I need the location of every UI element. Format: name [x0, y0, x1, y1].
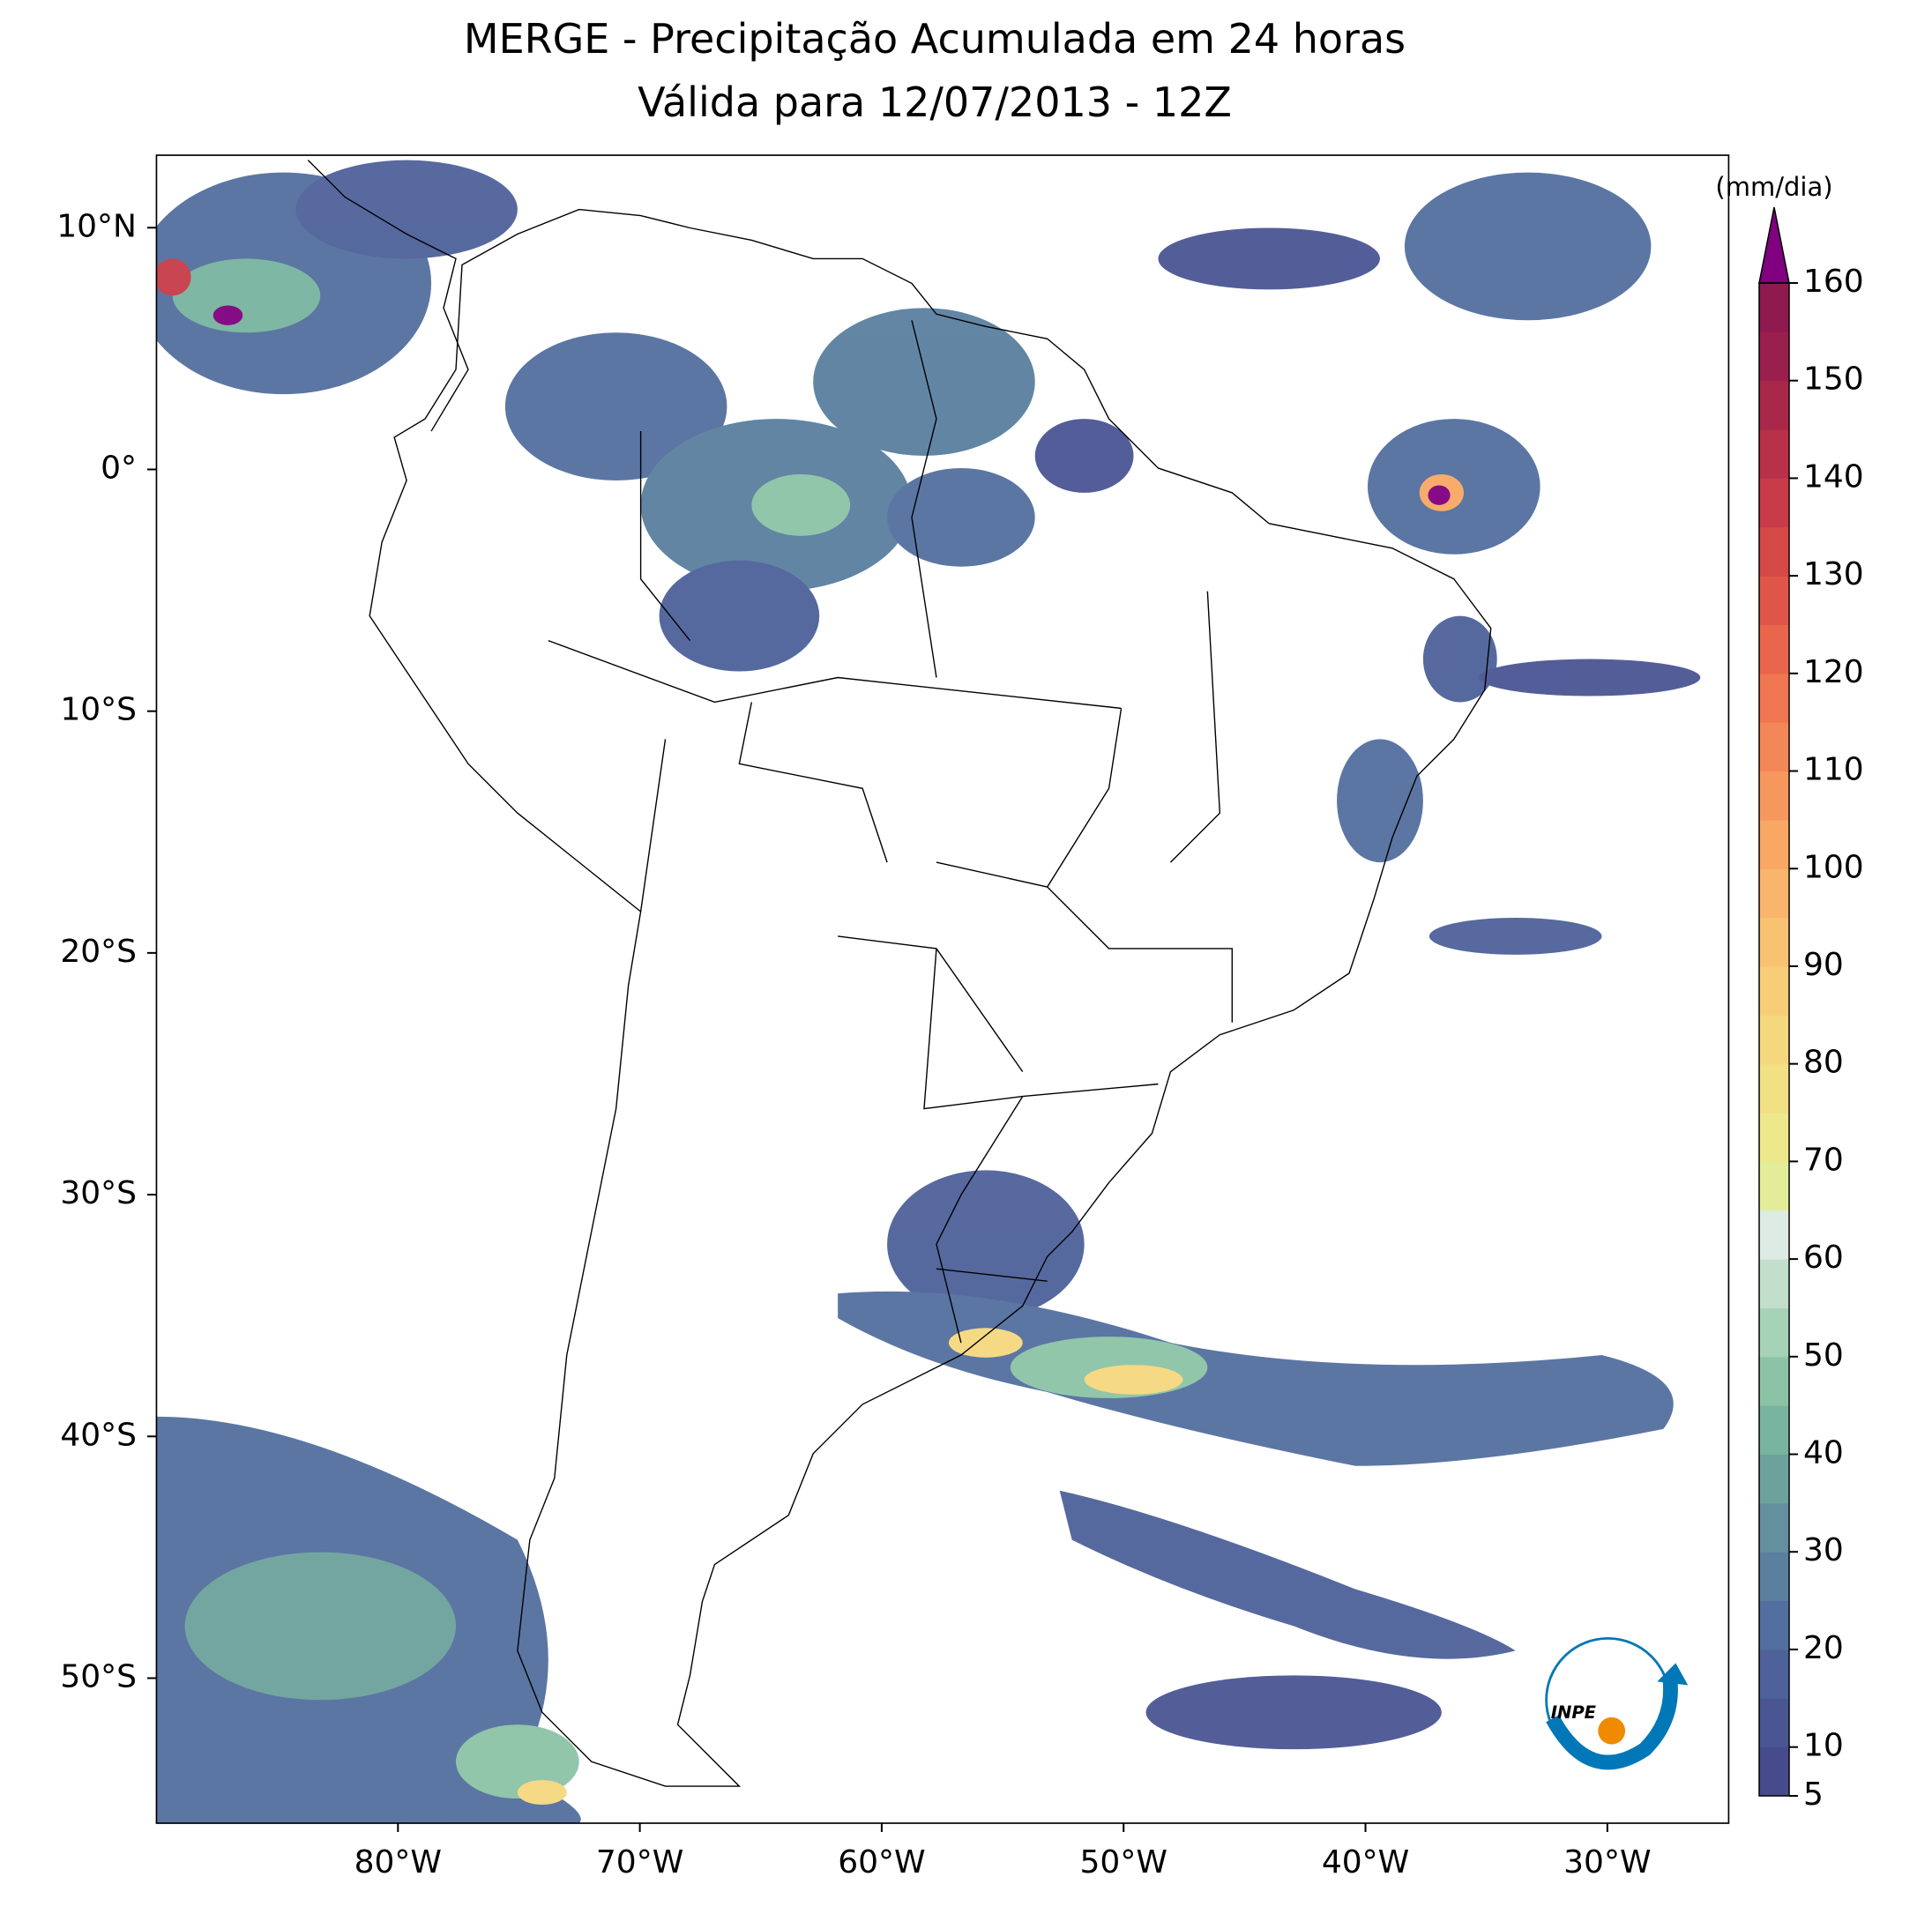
colorbar-tick-label: 100 [1803, 849, 1864, 885]
colorbar-tick-label: 70 [1803, 1142, 1844, 1178]
colorbar-band [1759, 1405, 1789, 1456]
colorbar-tick-label: 50 [1803, 1337, 1844, 1374]
y-tick-label: 10°N [56, 208, 137, 244]
x-tick-label: 80°W [354, 1844, 442, 1880]
colorbar-band [1759, 1746, 1789, 1797]
colorbar-band [1759, 1600, 1789, 1650]
colorbar-band [1759, 1649, 1789, 1699]
x-tick-label: 30°W [1563, 1844, 1651, 1880]
colorbar-tick-label: 30 [1803, 1532, 1844, 1568]
colorbar-tick-label: 140 [1803, 458, 1864, 495]
colorbar-tick-label: 130 [1803, 556, 1864, 592]
y-tick-label: 0° [101, 450, 137, 486]
x-tick-label: 60°W [838, 1844, 925, 1880]
x-tick-label: 50°W [1080, 1844, 1167, 1880]
colorbar-band [1759, 576, 1789, 625]
colorbar-tick-label: 120 [1803, 654, 1864, 690]
map: INPE [155, 154, 1730, 1824]
colorbar-tick-label: 150 [1803, 361, 1864, 398]
colorbar-band [1759, 673, 1789, 723]
colorbar-tick-label: 80 [1803, 1045, 1844, 1081]
colorbar-tick-label: 90 [1803, 947, 1844, 983]
colorbar-band [1759, 478, 1789, 528]
x-tick-label: 70°W [596, 1844, 683, 1880]
map-layers [156, 160, 1701, 1824]
colorbar-band [1759, 917, 1789, 967]
colorbar-extend [1758, 206, 1790, 284]
colorbar-band [1759, 1356, 1789, 1406]
colorbar-band [1759, 1307, 1789, 1358]
colorbar-band [1759, 1502, 1789, 1553]
colorbar-tick-label: 160 [1803, 264, 1864, 300]
colorbar-band [1759, 771, 1789, 821]
colorbar-band [1759, 1113, 1789, 1162]
colorbar-band [1759, 1161, 1789, 1211]
colorbar-tick-label: 60 [1803, 1240, 1844, 1276]
colorbar-tick-label: 110 [1803, 752, 1864, 788]
y-tick-label: 20°S [60, 934, 137, 970]
colorbar-tick-label: 20 [1803, 1630, 1844, 1666]
colorbar-band [1759, 624, 1789, 674]
colorbar-band [1759, 380, 1789, 430]
colorbar-band [1759, 1698, 1789, 1748]
colorbar-band [1759, 429, 1789, 479]
colorbar-tick-label: 5 [1803, 1776, 1824, 1813]
colorbar-band [1759, 1063, 1789, 1113]
y-tick-label: 40°S [60, 1417, 137, 1453]
x-tick-label: 40°W [1322, 1844, 1409, 1880]
colorbar-label: (mm/dia) [1715, 172, 1832, 202]
colorbar-band [1759, 526, 1789, 577]
colorbar-band [1759, 965, 1789, 1016]
colorbar-band [1759, 868, 1789, 919]
colorbar-band [1759, 722, 1789, 772]
colorbar-tick-label: 40 [1803, 1435, 1844, 1471]
colorbar-tick-label: 10 [1803, 1728, 1844, 1764]
colorbar-band [1759, 1210, 1789, 1260]
colorbar-band [1759, 1015, 1789, 1065]
colorbar-frame [1758, 282, 1790, 1797]
colorbar-band [1759, 283, 1789, 332]
colorbar-band [1759, 1259, 1789, 1308]
colorbar-band [1759, 1454, 1789, 1504]
subtitle: Válida para 12/07/2013 - 12Z [638, 78, 1232, 126]
y-tick-label: 30°S [60, 1175, 137, 1211]
colorbar-band [1759, 819, 1789, 869]
y-tick-label: 10°S [60, 692, 137, 728]
colorbar-band [1759, 331, 1789, 382]
title: MERGE - Precipitação Acumulada em 24 hor… [464, 15, 1406, 63]
coastlines [307, 160, 1492, 1787]
y-tick-label: 50°S [60, 1658, 137, 1694]
map-frame [155, 154, 1730, 1824]
precipitation [156, 160, 1701, 1824]
logo-text: INPE [1551, 1702, 1597, 1723]
logo: INPE [1545, 1637, 1689, 1770]
colorbar-band [1759, 1552, 1789, 1602]
